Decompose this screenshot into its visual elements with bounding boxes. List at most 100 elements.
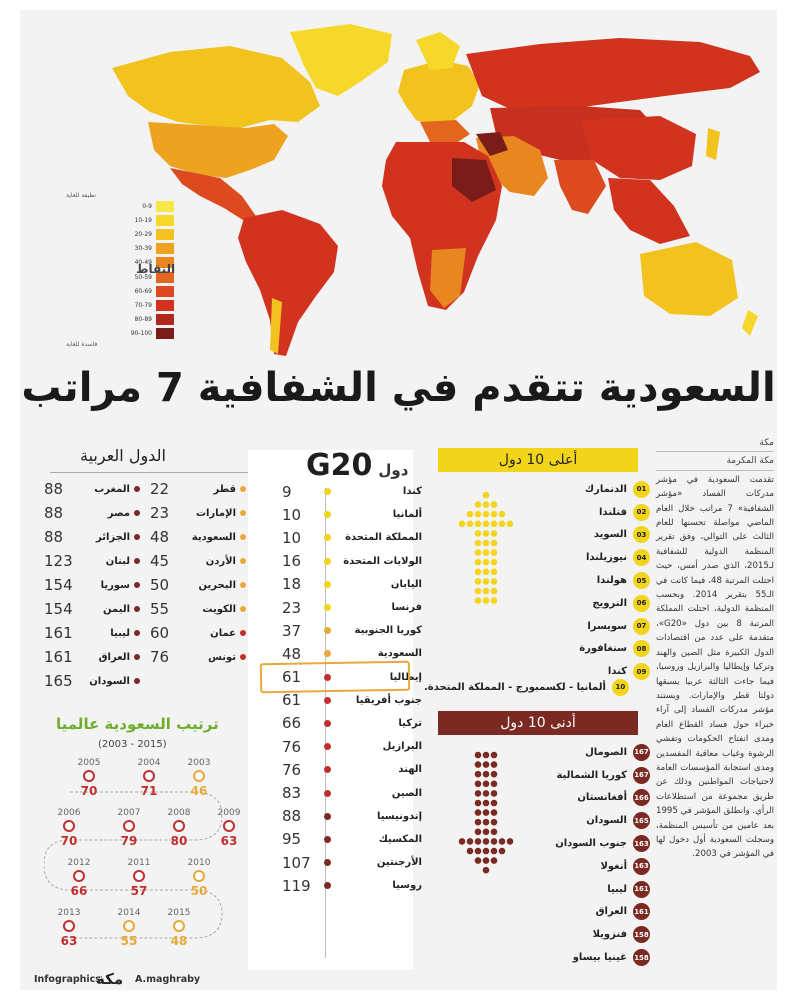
arrow-dot bbox=[458, 520, 466, 528]
arrow-dot bbox=[490, 501, 498, 508]
arrow-dot bbox=[490, 770, 498, 778]
arrow-dot bbox=[490, 578, 498, 585]
top10-list: 01 الدنمارك 02 فنلندا 03 السويد 04 نيوزيلندا 05 ه… bbox=[560, 478, 650, 683]
timeline-marker bbox=[133, 870, 145, 882]
arab-country-dot bbox=[240, 534, 246, 540]
timeline-rank: 63 bbox=[220, 834, 238, 848]
g20-dot bbox=[324, 882, 331, 890]
timeline-year: 2003 bbox=[187, 758, 211, 768]
footer: Infographics مكة A.maghraby bbox=[20, 970, 777, 990]
arab-country-row: 161 ليبيا bbox=[44, 621, 144, 645]
arrow-dot bbox=[482, 539, 490, 547]
top10-country-name: نيوزيلندا bbox=[586, 552, 627, 564]
arrow-dot bbox=[474, 549, 482, 556]
legend-swatch bbox=[156, 214, 174, 226]
timeline-node: 2006 70 bbox=[44, 808, 94, 848]
arab-country-row: 165 السودان bbox=[44, 669, 144, 693]
saudi-highlight-box bbox=[259, 660, 411, 694]
g20-rank: 66 bbox=[282, 714, 302, 733]
g20-country-name: الهند bbox=[398, 764, 422, 776]
g20-dot bbox=[324, 673, 331, 681]
arrow-dot bbox=[474, 501, 482, 508]
arab-country-name: عمان bbox=[210, 627, 236, 639]
top10-row: 04 نيوزيلندا bbox=[560, 546, 650, 569]
timeline-node: 2014 55 bbox=[104, 908, 154, 948]
g20-rank: 16 bbox=[282, 552, 302, 571]
arrow-dot bbox=[490, 530, 498, 537]
map-central-america bbox=[170, 168, 256, 222]
rank-badge: 165 bbox=[633, 812, 650, 830]
timeline-node: 2009 63 bbox=[204, 808, 254, 848]
timeline-marker bbox=[193, 870, 205, 882]
arab-country-dot bbox=[134, 606, 140, 612]
legend-label: 50-59 bbox=[134, 273, 152, 281]
arrow-dot bbox=[466, 838, 474, 845]
g20-rank: 10 bbox=[282, 505, 302, 524]
arrow-dot bbox=[482, 838, 490, 845]
legend-item: 30-39 bbox=[54, 242, 174, 256]
arab-country-name: الإمارات bbox=[195, 507, 236, 519]
g20-dot bbox=[324, 696, 331, 704]
arab-country-row: 45 الأردن bbox=[150, 549, 250, 573]
g20-row: 61 إيطاليا bbox=[282, 666, 422, 689]
g20-row: 18 اليابان bbox=[282, 573, 422, 596]
arab-country-dot bbox=[240, 630, 246, 636]
arrow-dot bbox=[474, 780, 482, 788]
g20-country-name: ألمانيا bbox=[392, 509, 422, 521]
g20-rank: 83 bbox=[282, 784, 302, 803]
arab-list-left: 88 المغرب 88 مصر 88 الجزائر 123 لبنان 154 سوريا 15… bbox=[44, 477, 144, 693]
timeline-rank: 55 bbox=[120, 934, 138, 948]
g20-rank: 61 bbox=[282, 691, 302, 710]
arab-country-dot bbox=[240, 606, 246, 612]
g20-dot bbox=[324, 719, 331, 727]
arrow-dot bbox=[482, 847, 490, 855]
arrow-dot bbox=[490, 799, 498, 807]
arrow-dot bbox=[474, 799, 482, 807]
timeline-rank: 63 bbox=[60, 934, 78, 948]
arrow-dot bbox=[474, 751, 482, 759]
legend-item: 70-79 bbox=[54, 298, 174, 312]
legend-label: 90-100 bbox=[130, 330, 152, 338]
timeline-rank: 70 bbox=[60, 834, 78, 848]
bottom10-country-name: جنوب السودان bbox=[555, 838, 627, 850]
arab-country-rank: 60 bbox=[150, 624, 170, 642]
timeline-node: 2007 79 bbox=[104, 808, 154, 848]
arrow-dot bbox=[490, 790, 498, 797]
g20-country-name: إيطاليا bbox=[389, 671, 422, 683]
rank-badge: 166 bbox=[633, 789, 650, 807]
legend-swatch bbox=[156, 314, 174, 326]
arab-country-name: سوريا bbox=[100, 579, 130, 591]
timeline-year: 2011 bbox=[127, 858, 151, 868]
bottom10-header: أدنى 10 دول bbox=[438, 711, 638, 735]
legend-label: 60-69 bbox=[134, 287, 152, 295]
legend-swatch bbox=[156, 285, 174, 297]
timeline-node: 2013 63 bbox=[44, 908, 94, 948]
down-arrow-icon bbox=[458, 751, 514, 874]
arrow-dot bbox=[490, 539, 498, 547]
timeline-rank: 50 bbox=[190, 884, 208, 898]
bottom10-list: 167 الصومال 167 كوريا الشمالية 166 أفغانستان 1… bbox=[555, 741, 650, 969]
g20-row: 107 الأرجنتين bbox=[282, 851, 422, 874]
legend-item: 60-69 bbox=[54, 284, 174, 298]
legend-item: 50-59 bbox=[54, 270, 174, 284]
g20-country-name: البرازيل bbox=[382, 741, 422, 753]
map-greenland bbox=[290, 24, 392, 96]
arrow-dot bbox=[482, 587, 490, 595]
g20-rank: 76 bbox=[282, 737, 302, 756]
map-legend: نظيفة للغاية 0-9 10-19 20-29 30-39 40-49 50-5… bbox=[54, 192, 174, 348]
arab-country-dot bbox=[240, 558, 246, 564]
arrow-dot bbox=[482, 520, 490, 528]
g20-row: 95 المكسيك bbox=[282, 828, 422, 851]
g20-dot bbox=[324, 604, 331, 612]
arrow-dot bbox=[490, 809, 498, 816]
arrow-dot bbox=[490, 780, 498, 788]
arrow-dot bbox=[498, 847, 506, 855]
g20-row: 66 تركيا bbox=[282, 712, 422, 735]
timeline-node: 2008 80 bbox=[154, 808, 204, 848]
legend-swatch bbox=[156, 299, 174, 311]
arrow-dot bbox=[490, 857, 498, 864]
arab-country-dot bbox=[134, 678, 140, 684]
arab-country-name: قطر bbox=[213, 483, 236, 495]
arab-country-dot bbox=[134, 510, 140, 516]
arab-country-name: السعودية bbox=[191, 531, 236, 543]
